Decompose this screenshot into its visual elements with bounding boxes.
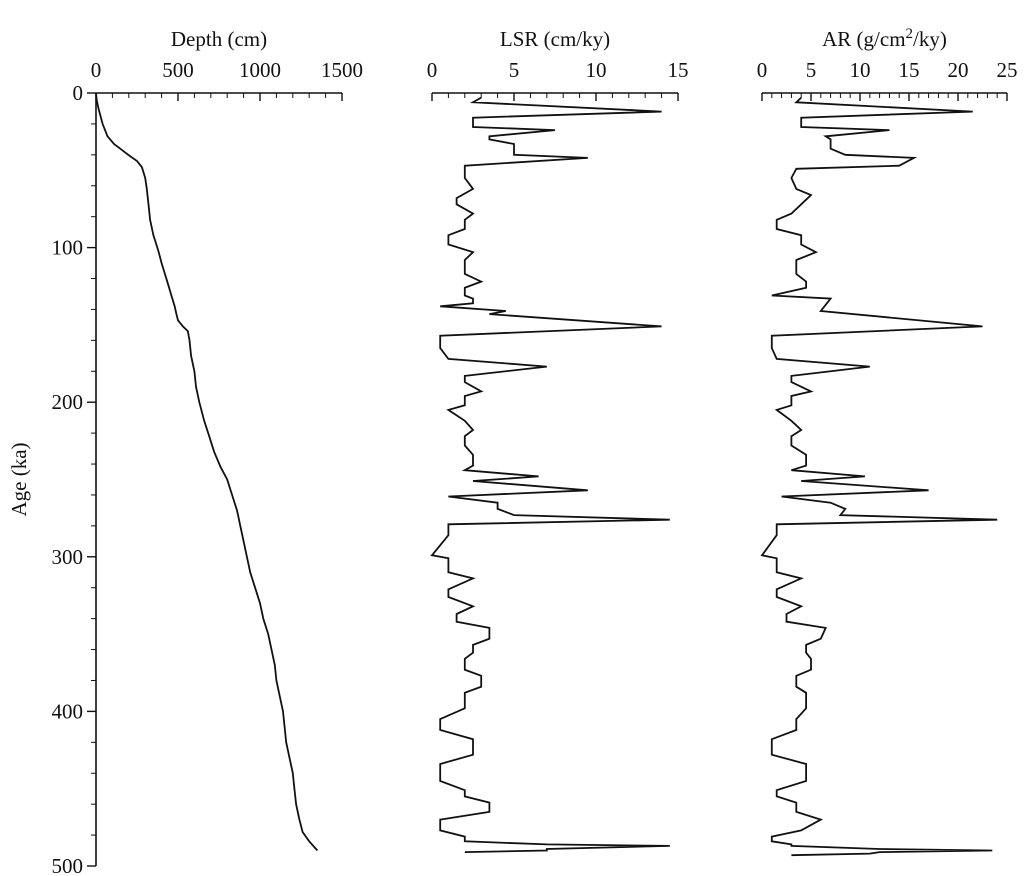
x-axis-title: AR (g/cm2/ky) — [822, 26, 947, 51]
x-tick-label: 0 — [757, 58, 768, 82]
y-tick-label: 400 — [52, 699, 84, 723]
x-tick-label: 10 — [850, 58, 871, 82]
series-line — [95, 92, 319, 852]
x-tick-label: 1500 — [321, 58, 363, 82]
y-tick-label: 200 — [52, 390, 84, 414]
y-axis-title: Age (ka) — [7, 442, 31, 516]
x-tick-label: 0 — [91, 58, 102, 82]
x-tick-label: 15 — [668, 58, 689, 82]
x-tick-label: 15 — [899, 58, 920, 82]
x-tick-label: 25 — [997, 58, 1018, 82]
x-tick-label: 0 — [427, 58, 438, 82]
series-line — [760, 96, 998, 857]
y-tick-label: 300 — [52, 545, 84, 569]
x-tick-label: 5 — [806, 58, 817, 82]
x-axis-title: Depth (cm) — [171, 27, 267, 51]
y-tick-label: 500 — [52, 854, 84, 876]
x-tick-label: 10 — [586, 58, 607, 82]
x-tick-label: 1000 — [239, 58, 281, 82]
y-tick-label: 100 — [52, 236, 84, 260]
x-tick-label: 5 — [509, 58, 520, 82]
x-tick-label: 20 — [948, 58, 969, 82]
lsr-panel: 0 5 10 15 LSR (cm/ky) — [427, 27, 689, 853]
series-line — [430, 96, 670, 853]
y-tick-label: 0 — [73, 81, 84, 105]
x-axis-title: LSR (cm/ky) — [500, 27, 610, 51]
x-tick-label: 500 — [162, 58, 194, 82]
ar-panel: 0 5 10 15 20 25 AR (g/cm2/ky) — [757, 26, 1018, 857]
depth-panel: 0 500 1000 1500 Depth (cm) 0 100 200 300 400 500 Ag… — [7, 27, 363, 876]
